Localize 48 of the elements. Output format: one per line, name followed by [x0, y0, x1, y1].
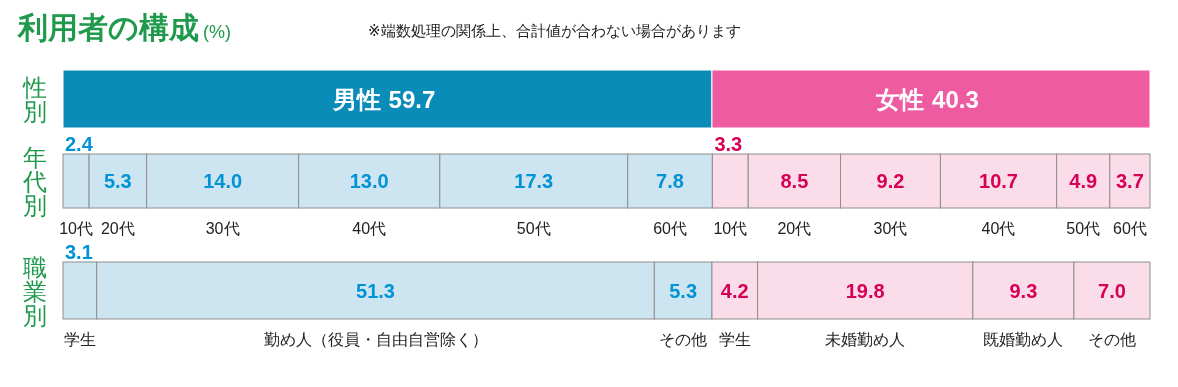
data-label: 4.2 [720, 279, 749, 302]
data-label: 40.3 [932, 85, 979, 113]
series-label: 学生 [718, 330, 751, 348]
series-label: 50代 [1066, 219, 1101, 237]
data-label: 8.5 [780, 170, 809, 192]
series-label: 30代 [205, 219, 240, 237]
data-label: 3.7 [1116, 170, 1144, 192]
data-label: 19.8 [845, 279, 885, 302]
data-label: 9.3 [1009, 279, 1038, 302]
data-label: 13.0 [349, 170, 389, 192]
chart-title: 利用者の構成 [18, 11, 199, 44]
series-label: 60代 [1113, 219, 1147, 237]
data-label: 51.3 [356, 279, 395, 302]
data-label: 59.7 [388, 85, 436, 113]
annotation: ※端数処理の関係上、合計値が合わない場合があります [368, 22, 741, 39]
data-label: 3.3 [714, 133, 743, 155]
data-label: 10.7 [979, 170, 1018, 192]
y-tick-label: 性別 [22, 73, 47, 125]
series-label: 未婚勤め人 [825, 330, 906, 348]
data-label: 5.3 [669, 279, 698, 302]
data-label: 7.8 [656, 170, 684, 192]
series-label: 女性 [875, 85, 925, 113]
series-label: 40代 [981, 219, 1016, 237]
data-label: 4.9 [1069, 170, 1098, 192]
series-label: 10代 [59, 219, 93, 237]
data-label: 14.0 [203, 170, 243, 192]
series-label: 30代 [873, 219, 908, 237]
data-label: 7.0 [1098, 279, 1126, 302]
chart-subtitle: (%) [203, 22, 231, 42]
series-label: 60代 [653, 219, 687, 237]
series-label: 10代 [713, 219, 748, 237]
y-tick-label: 年代別 [22, 143, 47, 219]
data-label: 17.3 [514, 170, 554, 192]
series-label: 20代 [777, 219, 812, 237]
series-label: その他 [659, 330, 708, 348]
data-label: 9.2 [876, 170, 905, 192]
series-label: 既婚勤め人 [983, 330, 1064, 348]
series-label: 20代 [100, 219, 135, 237]
series-label: 学生 [63, 330, 96, 348]
data-label: 3.1 [65, 241, 93, 263]
series-label: 勤め人（役員・自由自営除く） [263, 330, 488, 348]
y-tick-label: 職業別 [23, 253, 47, 328]
series-label: 50代 [516, 219, 551, 237]
series-label: 40代 [352, 219, 387, 237]
data-label: 2.4 [65, 133, 94, 155]
series-label: 男性 [331, 85, 381, 113]
data-label: 5.3 [103, 170, 132, 192]
series-label: その他 [1087, 330, 1136, 348]
